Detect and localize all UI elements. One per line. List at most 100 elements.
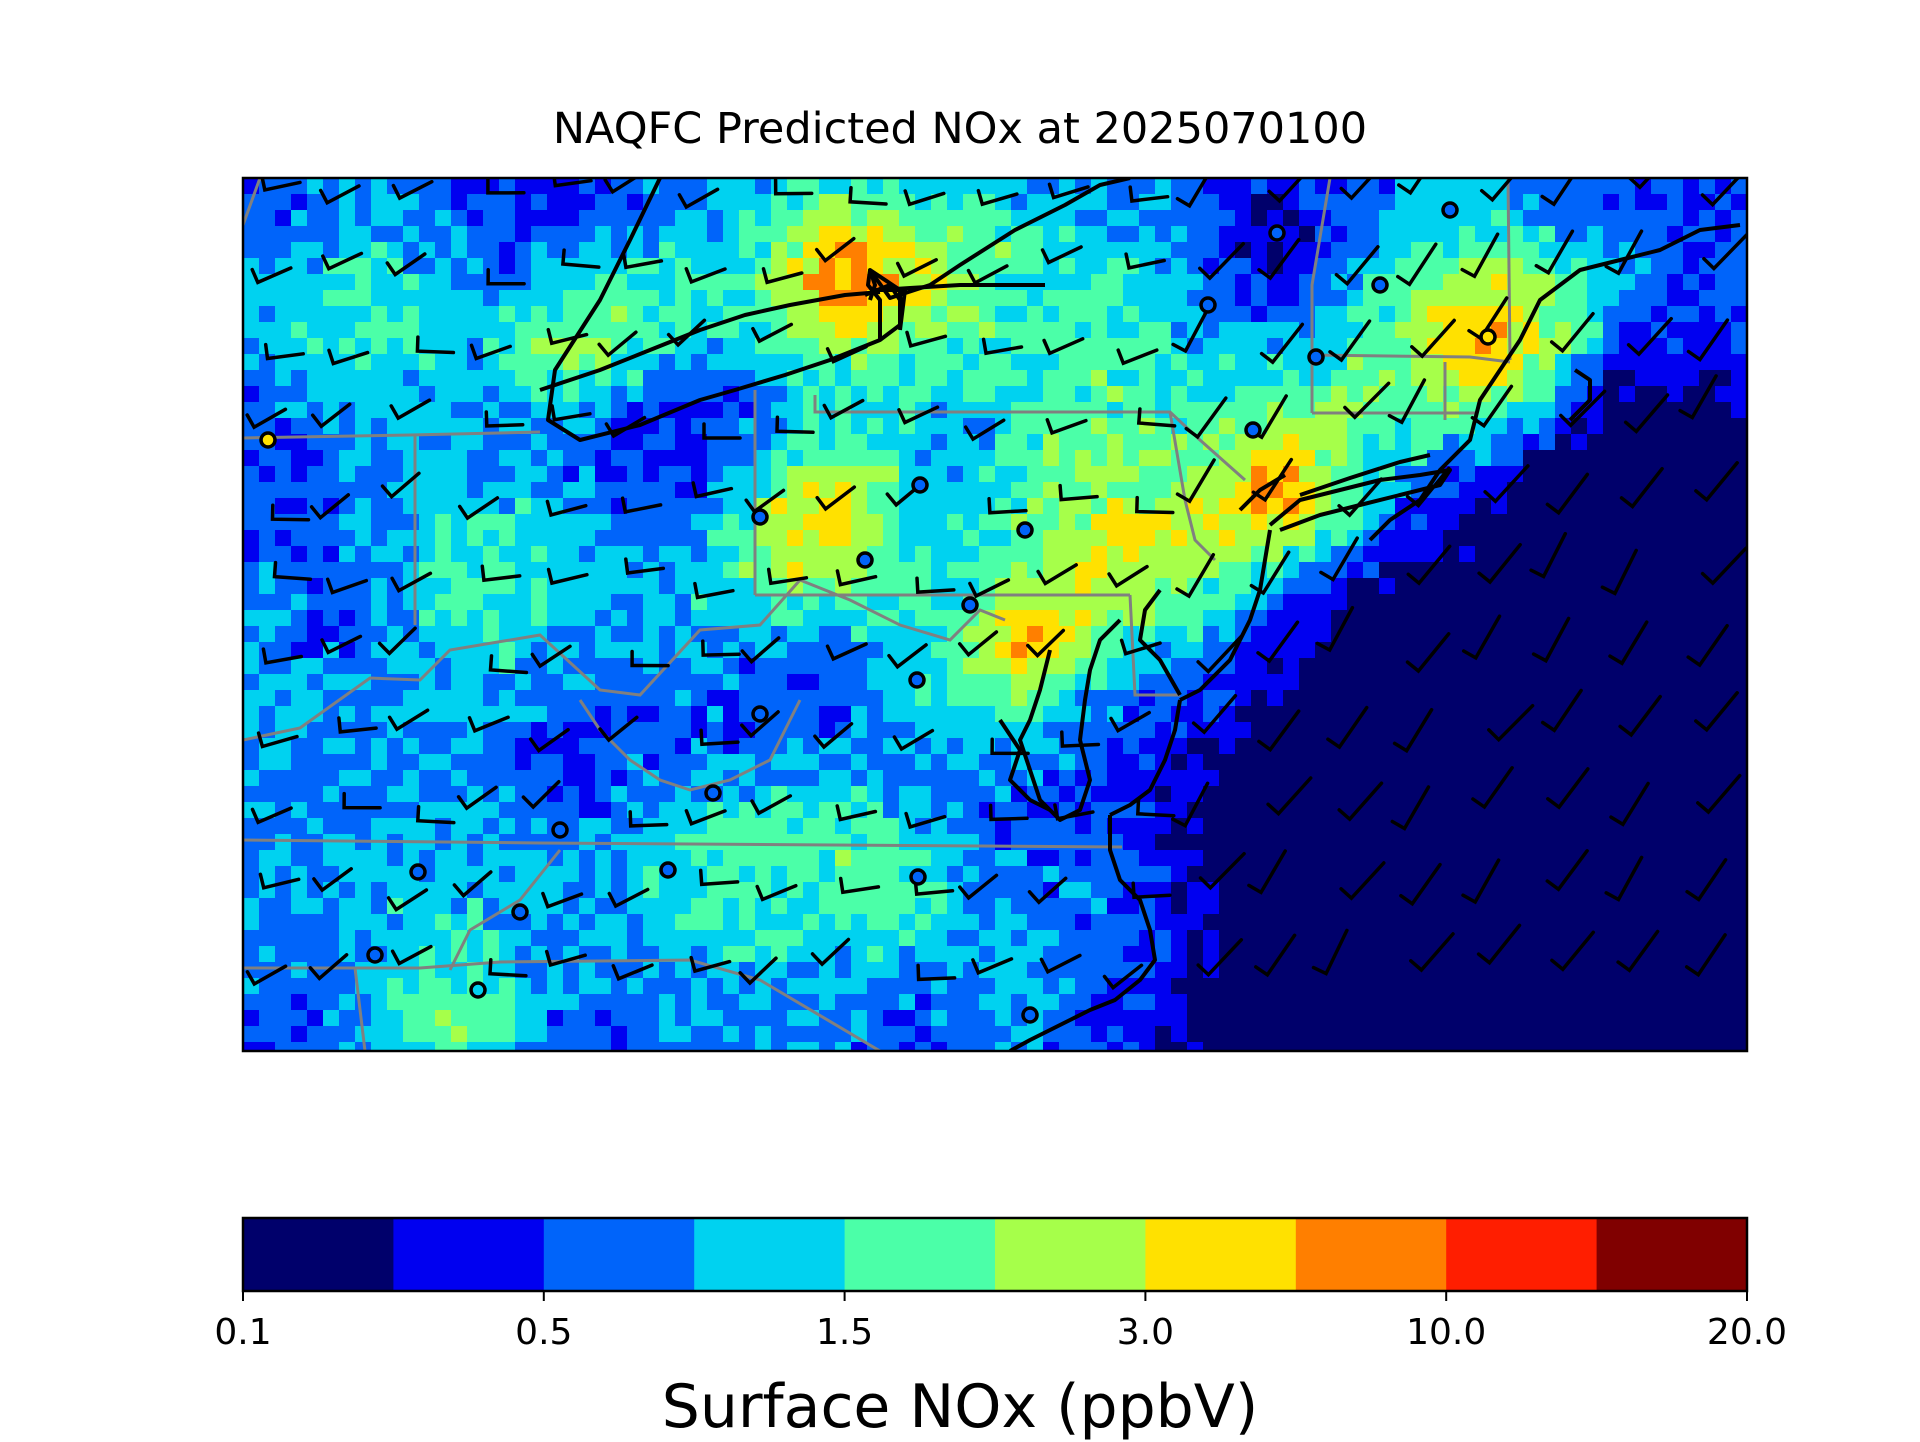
- nox-grid-cell: [739, 482, 756, 499]
- nox-grid-cell: [579, 514, 596, 531]
- nox-grid-cell: [1427, 738, 1444, 755]
- nox-grid-cell: [419, 322, 436, 339]
- nox-grid-cell: [675, 850, 692, 867]
- nox-grid-cell: [1539, 962, 1556, 979]
- nox-grid-cell: [355, 514, 372, 531]
- nox-grid-cell: [1443, 898, 1460, 915]
- nox-grid-cell: [387, 450, 404, 467]
- nox-grid-cell: [339, 514, 356, 531]
- nox-grid-cell: [803, 594, 820, 611]
- nox-grid-cell: [259, 450, 276, 467]
- nox-grid-cell: [1267, 914, 1284, 931]
- nox-grid-cell: [691, 290, 708, 307]
- nox-grid-cell: [1251, 530, 1268, 547]
- nox-grid-cell: [1347, 434, 1364, 451]
- nox-grid-cell: [435, 418, 452, 435]
- nox-grid-cell: [1443, 370, 1460, 387]
- nox-grid-cell: [995, 866, 1012, 883]
- nox-grid-cell: [1075, 322, 1092, 339]
- nox-grid-cell: [755, 610, 772, 627]
- nox-grid-cell: [355, 434, 372, 451]
- nox-grid-cell: [643, 514, 660, 531]
- nox-grid-cell: [243, 882, 260, 899]
- nox-grid-cell: [403, 306, 420, 323]
- nox-grid-cell: [515, 818, 532, 835]
- nox-grid-cell: [1251, 178, 1268, 195]
- nox-grid-cell: [1107, 498, 1124, 515]
- nox-grid-cell: [1219, 754, 1236, 771]
- nox-grid-cell: [675, 562, 692, 579]
- nox-grid-cell: [1219, 370, 1236, 387]
- nox-grid-cell: [1443, 770, 1460, 787]
- nox-grid-cell: [1731, 258, 1747, 275]
- nox-grid-cell: [1251, 978, 1268, 995]
- nox-grid-cell: [1011, 274, 1028, 291]
- nox-grid-cell: [1235, 866, 1252, 883]
- nox-grid-cell: [947, 914, 964, 931]
- nox-grid-cell: [1523, 626, 1540, 643]
- nox-grid-cell: [387, 354, 404, 371]
- nox-grid-cell: [1235, 530, 1252, 547]
- nox-grid-cell: [1347, 1010, 1364, 1027]
- nox-grid-cell: [1683, 194, 1700, 211]
- nox-grid-cell: [595, 994, 612, 1011]
- nox-grid-cell: [1587, 194, 1604, 211]
- nox-grid-cell: [1699, 754, 1716, 771]
- nox-grid-cell: [275, 482, 292, 499]
- nox-grid-cell: [1491, 274, 1508, 291]
- nox-grid-cell: [1155, 818, 1172, 835]
- nox-grid-cell: [483, 978, 500, 995]
- nox-grid-cell: [1683, 722, 1700, 739]
- nox-grid-cell: [931, 370, 948, 387]
- nox-grid-cell: [1715, 882, 1732, 899]
- nox-grid-cell: [243, 642, 260, 659]
- nox-grid-cell: [787, 466, 804, 483]
- nox-grid-cell: [1267, 754, 1284, 771]
- nox-grid-cell: [1475, 370, 1492, 387]
- nox-grid-cell: [1091, 770, 1108, 787]
- nox-grid-cell: [835, 626, 852, 643]
- nox-grid-cell: [1539, 866, 1556, 883]
- nox-grid-cell: [1699, 306, 1716, 323]
- nox-grid-cell: [771, 194, 788, 211]
- nox-grid-cell: [451, 274, 468, 291]
- nox-grid-cell: [1395, 786, 1412, 803]
- nox-grid-cell: [1363, 642, 1380, 659]
- nox-grid-cell: [1587, 626, 1604, 643]
- nox-grid-cell: [243, 1026, 260, 1043]
- nox-grid-cell: [1475, 914, 1492, 931]
- nox-grid-cell: [1283, 290, 1300, 307]
- nox-grid-cell: [1203, 242, 1220, 259]
- nox-grid-cell: [755, 434, 772, 451]
- nox-grid-cell: [1475, 290, 1492, 307]
- nox-grid-cell: [1123, 898, 1140, 915]
- nox-grid-cell: [547, 1010, 564, 1027]
- nox-grid-cell: [1011, 178, 1028, 195]
- nox-grid-cell: [515, 1010, 532, 1027]
- nox-grid-cell: [1587, 322, 1604, 339]
- nox-grid-cell: [371, 594, 388, 611]
- nox-grid-cell: [1075, 866, 1092, 883]
- nox-grid-cell: [963, 226, 980, 243]
- nox-grid-cell: [1523, 338, 1540, 355]
- nox-grid-cell: [1123, 370, 1140, 387]
- nox-grid-cell: [595, 578, 612, 595]
- nox-grid-cell: [1507, 642, 1524, 659]
- nox-grid-cell: [1571, 1010, 1588, 1027]
- nox-grid-cell: [1315, 818, 1332, 835]
- nox-grid-cell: [1075, 610, 1092, 627]
- nox-grid-cell: [739, 370, 756, 387]
- nox-grid-cell: [1459, 930, 1476, 947]
- nox-grid-cell: [1171, 994, 1188, 1011]
- nox-grid-cell: [1251, 706, 1268, 723]
- nox-grid-cell: [1523, 450, 1540, 467]
- nox-grid-cell: [1683, 178, 1700, 195]
- nox-grid-cell: [691, 498, 708, 515]
- nox-grid-cell: [1715, 1010, 1732, 1027]
- nox-grid-cell: [387, 322, 404, 339]
- nox-grid-cell: [499, 674, 516, 691]
- nox-grid-cell: [611, 930, 628, 947]
- nox-grid-cell: [867, 1010, 884, 1027]
- nox-grid-cell: [947, 994, 964, 1011]
- nox-grid-cell: [963, 210, 980, 227]
